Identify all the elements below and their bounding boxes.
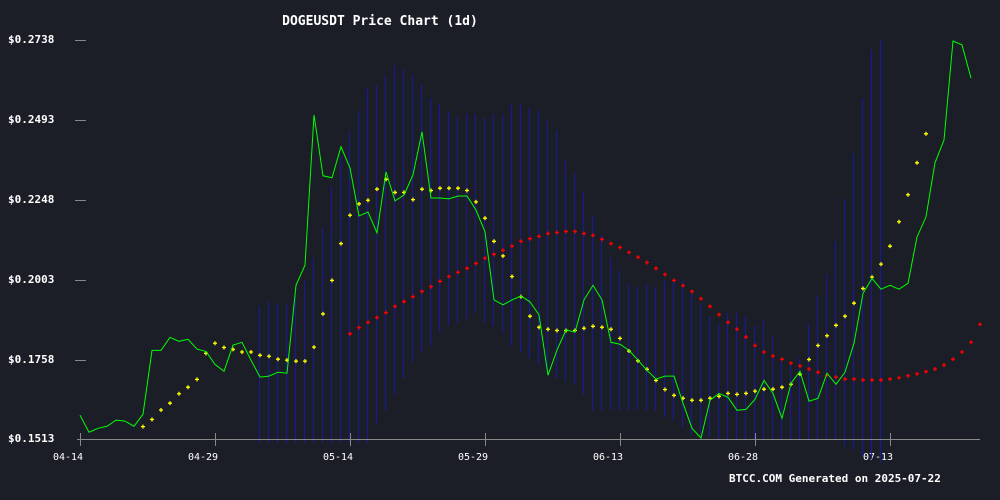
footer-credit: BTCC.COM Generated on 2025-07-22 [729,472,941,485]
y-tick-label: $0.1513 [8,432,55,445]
chart-axes [75,40,980,446]
y-tick-label: $0.2493 [8,113,55,126]
x-tick-label: 05-29 [457,452,489,463]
x-tick-label: 06-28 [727,452,759,463]
x-tick-label: 04-14 [52,452,84,463]
x-tick-label: 04-29 [187,452,219,463]
x-tick-label: 06-13 [592,452,624,463]
y-tick-label: $0.2738 [8,33,55,46]
ma-long-dots [348,229,982,383]
price-line [79,40,972,440]
chart-title: DOGEUSDT Price Chart (1d) [282,14,478,29]
y-tick-label: $0.1758 [8,353,55,366]
x-tick-label: 07-13 [862,452,894,463]
ma-short-dots [141,131,928,429]
x-tick-label: 05-14 [322,452,354,463]
y-tick-label: $0.2248 [8,193,55,206]
y-tick-label: $0.2003 [8,273,55,286]
